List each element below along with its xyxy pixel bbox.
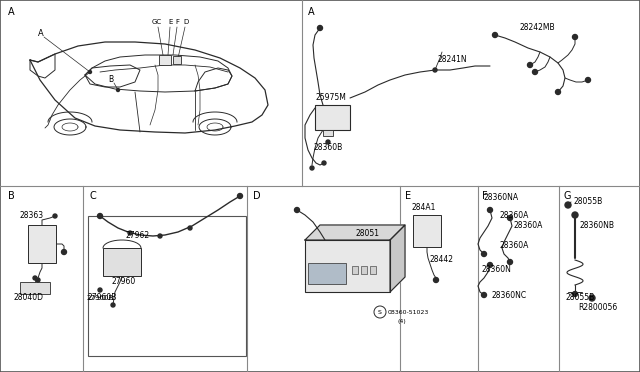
Circle shape [573, 35, 577, 39]
Text: E: E [168, 19, 172, 25]
Text: 25975M: 25975M [316, 93, 347, 102]
Bar [159, 55, 171, 65]
Text: 28360A: 28360A [500, 241, 529, 250]
Circle shape [532, 70, 538, 74]
Text: D: D [253, 191, 260, 201]
Text: 28241N: 28241N [437, 55, 467, 64]
Text: 28360NA: 28360NA [483, 193, 518, 202]
Text: 28360N: 28360N [482, 266, 512, 275]
Circle shape [433, 278, 438, 282]
Circle shape [53, 214, 57, 218]
Circle shape [98, 288, 102, 292]
Text: 28360NC: 28360NC [492, 291, 527, 299]
Text: 28360B: 28360B [314, 144, 343, 153]
Bar [413, 215, 441, 247]
Circle shape [116, 89, 120, 92]
Bar [20, 282, 50, 294]
Circle shape [111, 303, 115, 307]
Bar [308, 263, 346, 284]
Text: 28055B: 28055B [565, 294, 595, 302]
Text: F: F [482, 191, 488, 201]
Text: F: F [175, 19, 179, 25]
Bar [352, 266, 358, 274]
Text: GC: GC [152, 19, 162, 25]
Text: A: A [38, 29, 44, 38]
Circle shape [33, 276, 37, 280]
Text: G: G [563, 191, 570, 201]
Circle shape [237, 193, 243, 199]
Text: (4): (4) [398, 320, 407, 324]
Circle shape [481, 292, 486, 298]
Text: 27960B: 27960B [87, 295, 114, 301]
Circle shape [508, 260, 513, 264]
Circle shape [322, 161, 326, 165]
Circle shape [493, 32, 497, 38]
Bar [361, 266, 367, 274]
Text: B: B [108, 76, 113, 84]
Circle shape [310, 166, 314, 170]
Text: 28051: 28051 [355, 228, 379, 237]
Circle shape [586, 77, 591, 83]
Text: C: C [89, 191, 96, 201]
Bar [103, 248, 141, 276]
Circle shape [61, 250, 67, 254]
Text: 28442: 28442 [430, 256, 454, 264]
Circle shape [508, 215, 513, 221]
Bar [370, 266, 376, 274]
Circle shape [326, 140, 330, 144]
Circle shape [573, 292, 577, 296]
Text: 28360A: 28360A [500, 211, 529, 219]
Circle shape [36, 278, 40, 282]
Bar [315, 105, 350, 130]
Circle shape [565, 202, 571, 208]
Text: 28360A: 28360A [514, 221, 543, 231]
Text: D: D [183, 19, 188, 25]
Text: 28360NB: 28360NB [580, 221, 615, 230]
Bar [28, 225, 56, 263]
Circle shape [589, 295, 595, 301]
Text: 27960: 27960 [112, 278, 136, 286]
Circle shape [488, 208, 493, 212]
Text: 08360-51023: 08360-51023 [388, 310, 429, 314]
Bar [173, 56, 181, 64]
Circle shape [481, 251, 486, 257]
Circle shape [88, 71, 92, 74]
Text: 284A1: 284A1 [411, 203, 435, 212]
Circle shape [128, 231, 132, 235]
Circle shape [188, 226, 192, 230]
Polygon shape [305, 225, 405, 240]
Circle shape [433, 68, 437, 72]
Circle shape [158, 234, 162, 238]
Circle shape [572, 212, 578, 218]
Text: 28242MB: 28242MB [520, 23, 556, 32]
Text: B: B [8, 191, 15, 201]
Text: R2800056: R2800056 [578, 304, 617, 312]
Text: A: A [308, 7, 315, 17]
Circle shape [97, 214, 102, 218]
Text: 28363: 28363 [20, 212, 44, 221]
Bar [88, 216, 246, 356]
Text: S: S [378, 310, 382, 314]
Text: A: A [8, 7, 15, 17]
Text: 27962: 27962 [125, 231, 149, 240]
Polygon shape [390, 225, 405, 292]
Circle shape [294, 208, 300, 212]
Text: 27960B: 27960B [87, 294, 116, 302]
Text: E: E [405, 191, 411, 201]
Circle shape [527, 62, 532, 67]
Bar [305, 240, 390, 292]
Circle shape [488, 263, 493, 267]
Text: 28055B: 28055B [573, 198, 602, 206]
Bar [323, 130, 333, 136]
Text: 28040D: 28040D [14, 294, 44, 302]
Circle shape [317, 26, 323, 31]
Circle shape [374, 306, 386, 318]
Circle shape [556, 90, 561, 94]
